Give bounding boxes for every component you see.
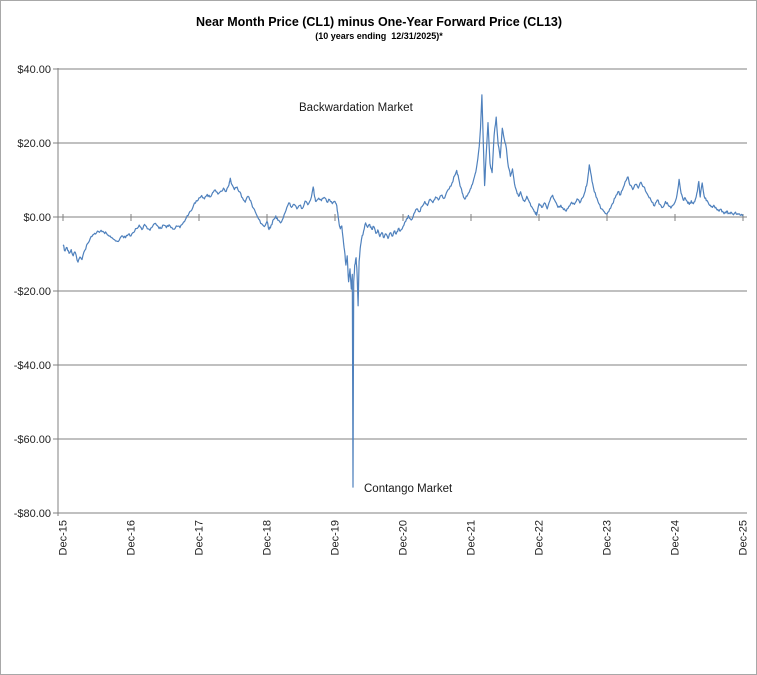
x-axis-tick-label: Dec-15 <box>58 520 70 555</box>
x-axis-tick-label: Dec-25 <box>738 520 750 555</box>
x-axis-tick-label: Dec-24 <box>670 520 682 555</box>
y-axis-tick-label: $40.00 <box>17 64 51 76</box>
x-axis-tick-label: Dec-19 <box>330 520 342 555</box>
chart-title: Near Month Price (CL1) minus One-Year Fo… <box>196 15 562 29</box>
backwardation-annotation: Backwardation Market <box>299 102 414 114</box>
x-axis-tick-label: Dec-17 <box>194 520 206 555</box>
x-axis-tick-label: Dec-16 <box>126 520 138 555</box>
price-spread-line <box>62 94 744 488</box>
y-axis-tick-label: $20.00 <box>17 138 51 150</box>
x-axis-tick-label: Dec-18 <box>262 520 274 555</box>
chart-subtitle: (10 years ending 12/31/2025)* <box>315 31 443 41</box>
contango-annotation: Contango Market <box>364 483 453 495</box>
y-axis-tick-label: -$60.00 <box>14 434 51 446</box>
y-axis-tick-label: -$80.00 <box>14 508 51 520</box>
x-axis-tick-label: Dec-22 <box>534 520 546 555</box>
y-axis-tick-label: $0.00 <box>23 212 51 224</box>
gridlines <box>58 68 747 514</box>
axis-labels: $40.00 $20.00 $0.00 -$20.00 -$40.00 -$60.00 -$… <box>14 64 750 555</box>
axes <box>53 68 744 516</box>
y-axis-tick-label: -$20.00 <box>14 286 51 298</box>
y-axis-tick-label: -$40.00 <box>14 360 51 372</box>
x-axis-tick-label: Dec-23 <box>602 520 614 555</box>
x-axis-tick-label: Dec-20 <box>398 520 410 555</box>
x-axis-tick-label: Dec-21 <box>466 520 478 555</box>
data-series <box>62 94 744 488</box>
